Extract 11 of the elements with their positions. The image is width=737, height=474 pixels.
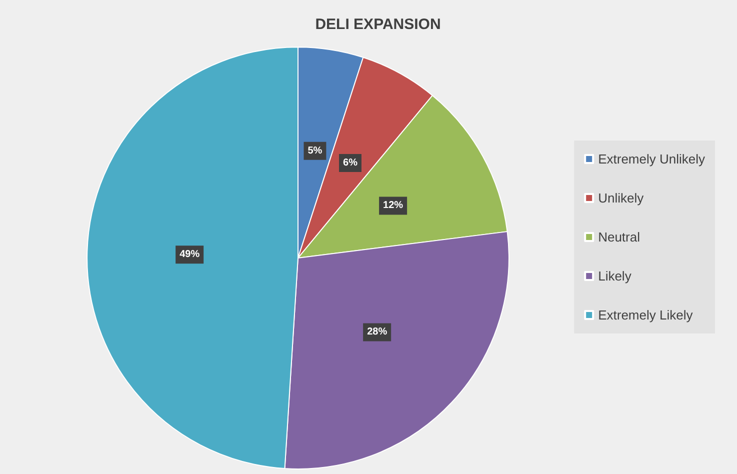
- legend-label: Extremely Likely: [598, 308, 694, 322]
- data-label: 5%: [308, 145, 322, 156]
- data-label: 28%: [367, 326, 388, 338]
- legend-label: Unlikely: [598, 190, 644, 206]
- data-label: 12%: [383, 200, 404, 212]
- legend-label: Extremely Unlikely: [598, 152, 706, 166]
- data-label: 6%: [343, 157, 358, 168]
- data-label: 49%: [180, 249, 200, 260]
- legend-label: Neutral: [598, 230, 640, 244]
- legend-label: Likely: [598, 268, 632, 284]
- chart-title: DELI EXPANSION: [315, 16, 441, 33]
